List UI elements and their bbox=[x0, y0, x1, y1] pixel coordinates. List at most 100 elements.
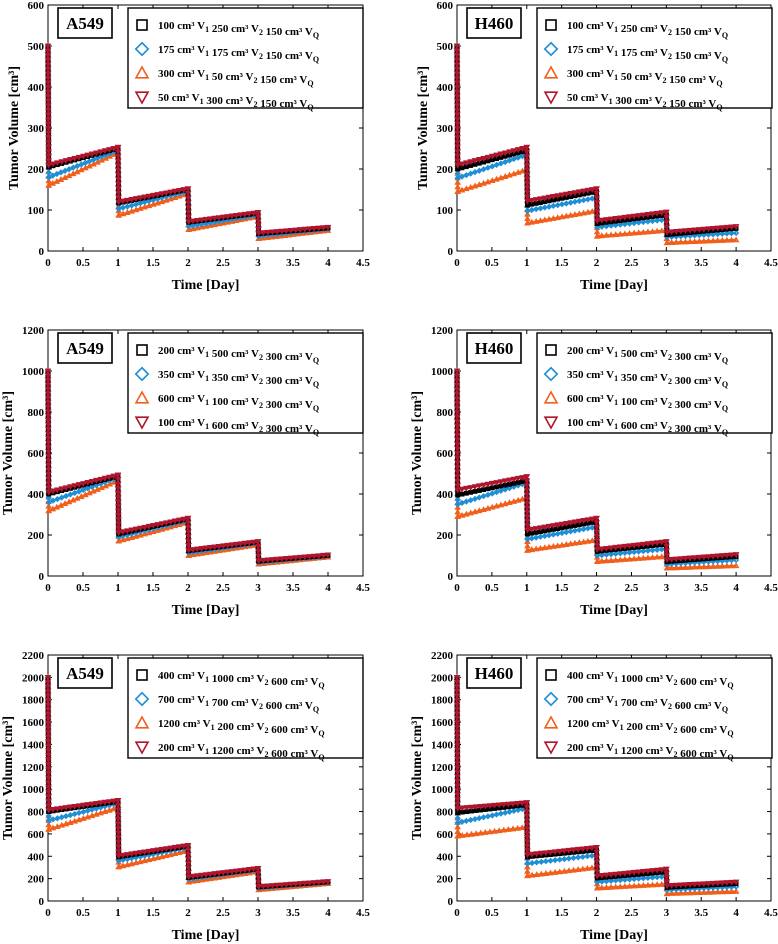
data-point-marker bbox=[603, 223, 610, 230]
data-point-marker bbox=[58, 486, 65, 493]
data-point-marker bbox=[700, 563, 708, 570]
data-point-marker bbox=[454, 139, 461, 146]
data-point-marker bbox=[132, 854, 140, 861]
y-tick-label: 600 bbox=[28, 829, 45, 841]
data-point-marker bbox=[626, 549, 633, 556]
data-point-marker bbox=[292, 555, 299, 562]
data-point-marker bbox=[224, 542, 231, 549]
data-point-marker bbox=[115, 521, 122, 528]
data-point-marker bbox=[502, 486, 509, 493]
data-point-marker bbox=[497, 479, 505, 486]
data-point-marker bbox=[115, 830, 122, 837]
data-point-marker bbox=[506, 157, 513, 164]
data-point-marker bbox=[158, 194, 166, 201]
data-point-marker bbox=[550, 202, 557, 210]
data-point-marker bbox=[486, 828, 494, 835]
y-tick-label: 200 bbox=[28, 530, 45, 542]
data-point-marker bbox=[630, 219, 638, 227]
data-point-marker bbox=[202, 875, 210, 882]
data-point-marker bbox=[705, 558, 712, 565]
data-point-marker bbox=[185, 200, 192, 207]
data-point-marker bbox=[45, 729, 52, 736]
data-point-marker bbox=[45, 116, 52, 123]
data-point-marker bbox=[621, 549, 629, 557]
data-point-marker bbox=[94, 154, 101, 162]
y-tick-label: 2200 bbox=[431, 650, 454, 662]
data-point-marker bbox=[115, 537, 122, 544]
data-point-marker bbox=[617, 556, 624, 563]
data-point-marker bbox=[45, 748, 52, 755]
data-point-marker bbox=[519, 146, 526, 152]
data-point-marker bbox=[44, 693, 52, 700]
data-point-marker bbox=[514, 496, 522, 503]
data-point-marker bbox=[533, 871, 540, 878]
data-point-marker bbox=[141, 524, 148, 531]
data-point-marker bbox=[124, 855, 131, 863]
data-point-marker bbox=[558, 201, 566, 208]
data-point-marker bbox=[453, 75, 461, 82]
data-point-marker bbox=[115, 530, 122, 537]
data-point-marker bbox=[728, 562, 735, 569]
data-point-marker bbox=[454, 729, 461, 736]
y-tick-label: 400 bbox=[437, 82, 454, 94]
data-point-marker bbox=[45, 734, 52, 741]
data-point-marker bbox=[454, 792, 461, 799]
data-point-marker bbox=[523, 800, 531, 807]
data-point-marker bbox=[505, 801, 512, 808]
data-point-marker bbox=[567, 540, 574, 547]
data-point-marker bbox=[194, 224, 201, 231]
data-point-marker bbox=[723, 880, 731, 887]
data-point-marker bbox=[705, 226, 712, 233]
data-point-marker bbox=[45, 426, 52, 433]
y-tick-label: 1800 bbox=[431, 695, 454, 707]
data-point-marker bbox=[273, 882, 281, 889]
data-point-marker bbox=[550, 194, 557, 200]
cell-line-box bbox=[466, 7, 522, 39]
data-point-marker bbox=[115, 834, 122, 841]
data-point-marker bbox=[44, 386, 52, 393]
data-point-marker bbox=[110, 805, 117, 812]
data-point-marker bbox=[80, 481, 87, 488]
data-point-marker bbox=[691, 232, 698, 239]
data-point-marker bbox=[579, 853, 586, 860]
data-point-marker bbox=[54, 495, 61, 503]
y-tick-label: 600 bbox=[437, 448, 454, 460]
data-point-marker bbox=[158, 191, 166, 198]
data-point-marker bbox=[696, 232, 703, 239]
data-point-marker bbox=[184, 515, 192, 522]
data-point-marker bbox=[44, 377, 52, 384]
data-point-marker bbox=[532, 526, 540, 532]
data-point-marker bbox=[150, 528, 157, 535]
data-point-marker bbox=[556, 848, 563, 855]
data-point-marker bbox=[180, 187, 187, 194]
data-point-marker bbox=[106, 147, 113, 154]
data-point-marker bbox=[115, 857, 122, 864]
data-point-marker bbox=[672, 238, 680, 245]
data-point-marker bbox=[45, 462, 52, 469]
data-point-marker bbox=[482, 803, 489, 810]
data-point-marker bbox=[454, 805, 461, 812]
data-point-marker bbox=[528, 197, 536, 204]
data-point-marker bbox=[202, 222, 210, 229]
data-point-marker bbox=[215, 543, 223, 550]
data-point-marker bbox=[185, 209, 192, 216]
data-point-marker bbox=[588, 516, 596, 523]
data-point-marker bbox=[644, 212, 652, 218]
data-point-marker bbox=[141, 857, 148, 864]
data-point-marker bbox=[468, 804, 475, 811]
data-point-marker bbox=[114, 472, 122, 479]
data-point-marker bbox=[524, 843, 531, 850]
data-point-marker bbox=[185, 856, 192, 863]
data-point-marker bbox=[185, 534, 192, 540]
x-tick-label: 2 bbox=[185, 582, 191, 594]
data-point-marker bbox=[82, 164, 89, 171]
data-point-marker bbox=[454, 482, 461, 489]
data-point-marker bbox=[86, 162, 93, 169]
data-point-marker bbox=[501, 500, 509, 507]
x-tick-label: 2 bbox=[594, 582, 600, 594]
data-point-marker bbox=[115, 176, 122, 183]
data-point-marker bbox=[260, 883, 267, 890]
data-point-marker bbox=[128, 851, 135, 858]
